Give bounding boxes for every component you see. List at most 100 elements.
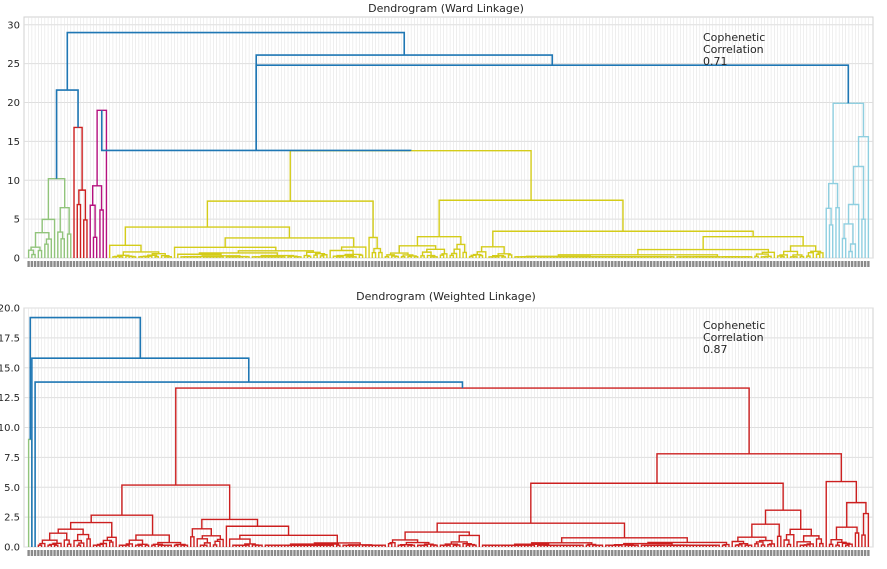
x-tick-label — [166, 261, 170, 267]
x-tick-label — [89, 550, 92, 556]
x-tick-label — [380, 261, 384, 267]
x-tick-label — [254, 261, 257, 267]
x-tick-label — [649, 261, 653, 267]
dendrogram-link — [340, 246, 367, 258]
x-tick-label — [795, 550, 799, 556]
x-tick-label — [361, 550, 364, 556]
dendrogram-link — [399, 543, 413, 546]
dendrogram-link — [288, 255, 298, 257]
x-tick-label — [238, 550, 241, 556]
x-tick-label — [153, 261, 157, 267]
dendrogram-link — [177, 253, 222, 258]
dendrogram-link — [451, 252, 458, 258]
dendrogram-link — [37, 249, 43, 258]
dendrogram-link — [404, 531, 470, 540]
dendrogram-link — [63, 539, 70, 547]
dendrogram-link — [108, 244, 142, 258]
x-tick-label — [523, 261, 526, 267]
x-tick-label — [157, 550, 160, 556]
x-tick-label — [588, 550, 591, 556]
x-tick-label — [507, 261, 510, 267]
x-tick-label — [325, 261, 329, 267]
x-tick-label — [555, 550, 559, 556]
x-tick-label — [92, 261, 95, 267]
x-tick-label — [283, 261, 286, 267]
x-tick-label — [251, 550, 254, 556]
dendrogram-link — [426, 254, 436, 258]
dendrogram-link — [819, 542, 824, 547]
x-tick-label — [371, 550, 374, 556]
dendrogram-link — [835, 206, 840, 258]
dendrogram-link — [782, 250, 799, 255]
x-tick-label — [588, 261, 591, 267]
x-tick-label — [766, 550, 770, 556]
x-tick-label — [756, 261, 760, 267]
x-tick-label — [121, 261, 124, 267]
y-tick-label: 15 — [7, 137, 20, 148]
x-tick-label — [750, 261, 753, 267]
x-tick-label — [575, 261, 578, 267]
x-tick-label — [33, 550, 37, 556]
x-tick-label — [338, 261, 342, 267]
x-tick-label — [260, 550, 264, 556]
x-tick-label — [666, 261, 669, 267]
x-tick-label — [53, 550, 56, 556]
x-tick-label — [763, 261, 766, 267]
y-tick-label: 5 — [14, 215, 20, 226]
x-tick-label — [458, 550, 462, 556]
dendrogram-link — [525, 255, 591, 258]
dendrogram-link — [825, 207, 832, 258]
dendrogram-link — [73, 126, 83, 258]
x-tick-label — [520, 550, 523, 556]
ward-chart: Dendrogram (Ward Linkage) 0 5 10 15 20 25 30 C… — [7, 2, 874, 267]
x-tick-label — [536, 261, 539, 267]
x-tick-label — [134, 550, 137, 556]
x-tick-label — [847, 550, 851, 556]
x-tick-label — [410, 261, 413, 267]
x-tick-label — [523, 550, 526, 556]
x-tick-label — [371, 261, 374, 267]
dendrogram-upper-link — [100, 110, 412, 152]
x-tick-label — [257, 550, 261, 556]
x-tick-label — [46, 261, 50, 267]
x-tick-label — [867, 550, 870, 556]
x-tick-label — [244, 550, 248, 556]
weighted-annotation-line2: Correlation — [703, 331, 764, 344]
x-tick-label — [406, 261, 410, 267]
ward-annotation-line1: Cophenetic — [703, 31, 765, 44]
x-tick-label — [698, 550, 701, 556]
x-tick-label — [322, 550, 325, 556]
x-tick-label — [818, 261, 821, 267]
x-tick-label — [461, 550, 465, 556]
x-tick-label — [607, 550, 611, 556]
dendrogram-link — [225, 525, 290, 547]
x-tick-label — [82, 261, 85, 267]
x-tick-label — [293, 550, 296, 556]
dendrogram-link — [48, 543, 57, 546]
x-tick-label — [170, 261, 173, 267]
dendrogram-link — [260, 254, 294, 257]
x-tick-label — [267, 550, 270, 556]
x-tick-label — [471, 550, 475, 556]
dendrogram-link — [830, 538, 843, 545]
x-tick-label — [731, 261, 734, 267]
dendrogram-link — [815, 253, 821, 258]
x-tick-label — [520, 261, 523, 267]
dendrogram-link — [587, 543, 597, 546]
x-tick-label — [202, 261, 205, 267]
x-tick-label — [805, 261, 808, 267]
x-tick-label — [98, 261, 102, 267]
dendrogram-link — [73, 539, 83, 547]
x-tick-label — [692, 550, 695, 556]
x-tick-label — [111, 550, 115, 556]
x-tick-label — [815, 550, 818, 556]
x-tick-label — [345, 261, 348, 267]
x-tick-label — [179, 550, 183, 556]
x-tick-label — [510, 261, 513, 267]
dendrogram-link — [214, 540, 221, 547]
x-tick-label — [808, 550, 812, 556]
x-tick-label — [374, 261, 377, 267]
x-tick-label — [653, 261, 656, 267]
x-tick-label — [131, 261, 134, 267]
x-tick-label — [105, 261, 108, 267]
